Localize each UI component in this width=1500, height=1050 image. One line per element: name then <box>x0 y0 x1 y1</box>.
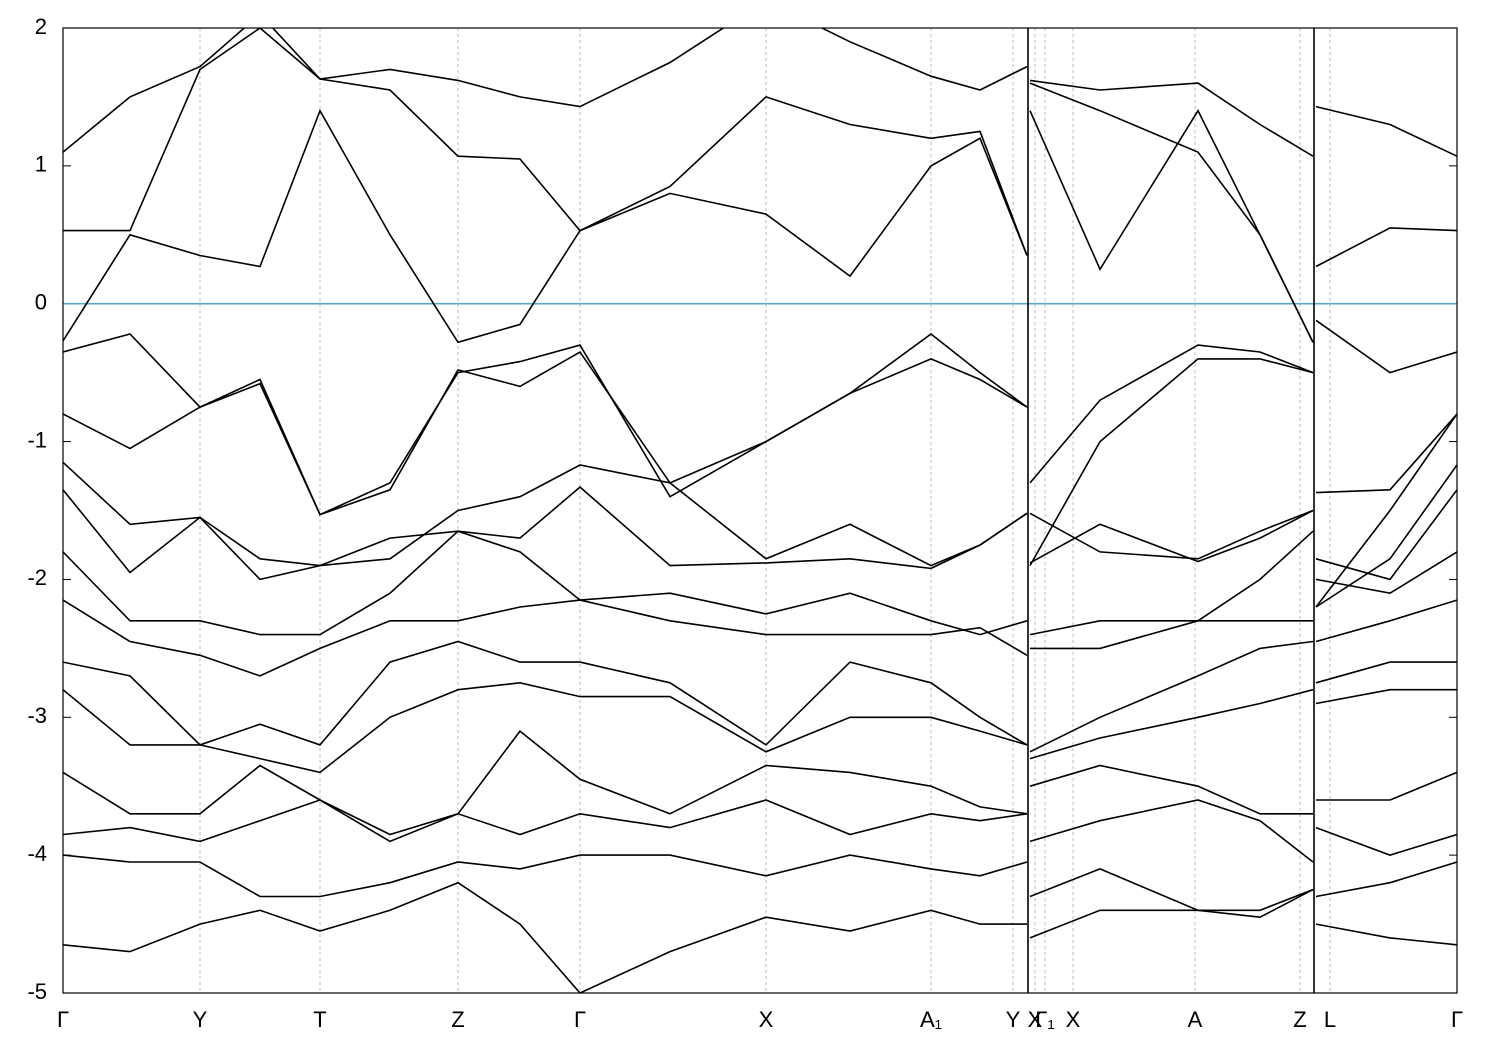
x-tick-label: X <box>1066 1007 1081 1032</box>
y-tick-label: -5 <box>27 979 47 1004</box>
band <box>63 332 1457 516</box>
x-tick-label: X <box>759 1007 774 1032</box>
x-tick-label: T <box>313 1007 326 1032</box>
y-tick-label: 0 <box>35 290 47 315</box>
y-tick-label: 1 <box>35 152 47 177</box>
band <box>63 350 1457 608</box>
band <box>63 28 1457 343</box>
band <box>63 530 1457 636</box>
band-layer <box>63 28 1457 993</box>
band <box>63 28 1457 157</box>
grid-layer <box>62 27 1458 994</box>
y-tick-label: 2 <box>35 14 47 39</box>
band <box>63 799 1457 863</box>
band <box>63 486 1457 581</box>
band <box>63 599 1457 677</box>
x-tick-label: Γ₁ <box>1035 1007 1055 1032</box>
y-tick-label: -3 <box>27 703 47 728</box>
x-tick-label: A₁ <box>920 1007 942 1032</box>
x-tick-label: Y <box>1006 1007 1021 1032</box>
band <box>63 95 1457 374</box>
plot-frame <box>62 27 1458 994</box>
x-tick-label: L <box>1324 1007 1336 1032</box>
band <box>63 640 1457 753</box>
x-tick-label: Γ <box>1451 1007 1463 1032</box>
band <box>63 854 1457 912</box>
y-tick-label: -2 <box>27 565 47 590</box>
band <box>63 881 1457 993</box>
y-tick-label: -4 <box>27 841 47 866</box>
y-tick-label: -1 <box>27 427 47 452</box>
x-tick-label: Y <box>193 1007 208 1032</box>
x-tick-label: Z <box>1293 1007 1306 1032</box>
band <box>63 461 1457 608</box>
x-tick-label: A <box>1188 1007 1203 1032</box>
x-tick-label: Z <box>451 1007 464 1032</box>
band <box>63 681 1457 774</box>
x-tick-label: Γ <box>574 1007 586 1032</box>
x-tick-label: Γ <box>57 1007 69 1032</box>
x-tick-label: X <box>1028 1007 1043 1032</box>
band <box>63 729 1457 836</box>
